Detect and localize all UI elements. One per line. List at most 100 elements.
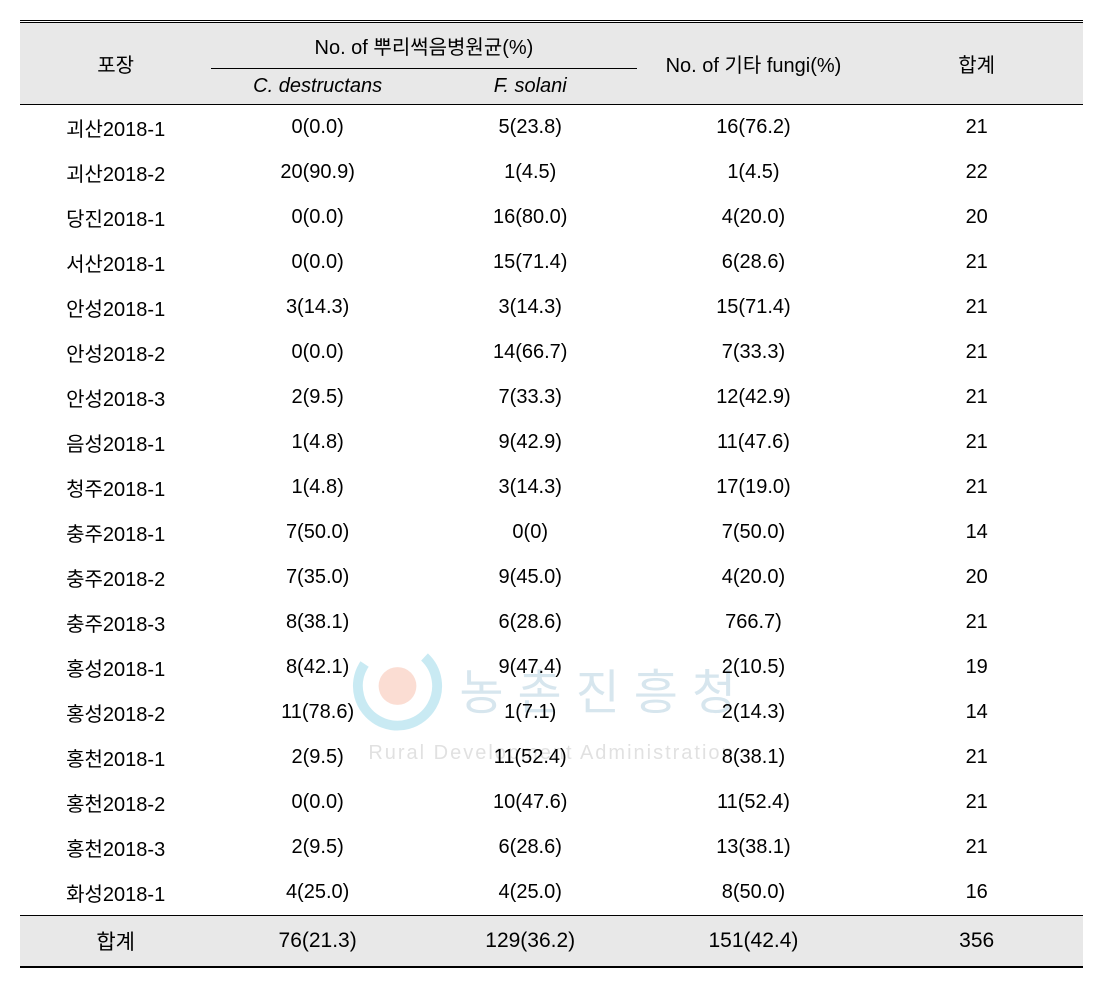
row-cell: 21 <box>870 780 1083 825</box>
row-cell: 21 <box>870 465 1083 510</box>
table-row: 서산2018-10(0.0)15(71.4)6(28.6)21 <box>20 240 1083 285</box>
row-cell: 3(14.3) <box>211 285 424 330</box>
table-row: 괴산2018-220(90.9)1(4.5)1(4.5)22 <box>20 150 1083 195</box>
row-cell: 8(42.1) <box>211 645 424 690</box>
table-row: 충주2018-17(50.0)0(0)7(50.0)14 <box>20 510 1083 555</box>
footer-c1: 76(21.3) <box>211 916 424 968</box>
row-cell: 20 <box>870 195 1083 240</box>
table-row: 음성2018-11(4.8)9(42.9)11(47.6)21 <box>20 420 1083 465</box>
header-col-field: 포장 <box>20 22 211 105</box>
row-cell: 21 <box>870 600 1083 645</box>
header-group-root-rot: No. of 뿌리썩음병원균(%) <box>211 22 636 69</box>
table-container: 농촌진흥청 Rural Development Administration 포… <box>20 20 1083 968</box>
row-label: 당진2018-1 <box>20 195 211 240</box>
row-cell: 6(28.6) <box>424 600 637 645</box>
row-cell: 16(80.0) <box>424 195 637 240</box>
row-cell: 14 <box>870 690 1083 735</box>
row-cell: 3(14.3) <box>424 285 637 330</box>
table-body: 괴산2018-10(0.0)5(23.8)16(76.2)21괴산2018-22… <box>20 105 1083 916</box>
row-label: 홍천2018-2 <box>20 780 211 825</box>
row-label: 홍성2018-2 <box>20 690 211 735</box>
row-cell: 2(9.5) <box>211 375 424 420</box>
row-cell: 21 <box>870 285 1083 330</box>
row-cell: 14(66.7) <box>424 330 637 375</box>
row-cell: 11(47.6) <box>637 420 871 465</box>
row-cell: 9(45.0) <box>424 555 637 600</box>
row-label: 홍성2018-1 <box>20 645 211 690</box>
table-row: 홍천2018-20(0.0)10(47.6)11(52.4)21 <box>20 780 1083 825</box>
row-cell: 4(20.0) <box>637 195 871 240</box>
footer-c2: 129(36.2) <box>424 916 637 968</box>
header-col-other-fungi: No. of 기타 fungi(%) <box>637 22 871 105</box>
row-label: 충주2018-3 <box>20 600 211 645</box>
table-row: 당진2018-10(0.0)16(80.0)4(20.0)20 <box>20 195 1083 240</box>
row-cell: 8(38.1) <box>211 600 424 645</box>
table-row: 안성2018-32(9.5)7(33.3)12(42.9)21 <box>20 375 1083 420</box>
row-cell: 10(47.6) <box>424 780 637 825</box>
row-cell: 7(33.3) <box>424 375 637 420</box>
row-cell: 17(19.0) <box>637 465 871 510</box>
row-label: 홍천2018-1 <box>20 735 211 780</box>
row-cell: 1(7.1) <box>424 690 637 735</box>
row-cell: 15(71.4) <box>637 285 871 330</box>
row-cell: 16 <box>870 870 1083 916</box>
row-cell: 0(0.0) <box>211 105 424 151</box>
row-cell: 4(20.0) <box>637 555 871 600</box>
footer-label: 합계 <box>20 916 211 968</box>
data-table: 포장 No. of 뿌리썩음병원균(%) No. of 기타 fungi(%) … <box>20 20 1083 968</box>
row-cell: 9(42.9) <box>424 420 637 465</box>
row-cell: 8(50.0) <box>637 870 871 916</box>
table-header: 포장 No. of 뿌리썩음병원균(%) No. of 기타 fungi(%) … <box>20 22 1083 105</box>
row-cell: 12(42.9) <box>637 375 871 420</box>
row-cell: 1(4.8) <box>211 420 424 465</box>
row-cell: 2(10.5) <box>637 645 871 690</box>
row-label: 괴산2018-2 <box>20 150 211 195</box>
row-label: 음성2018-1 <box>20 420 211 465</box>
table-row: 홍천2018-32(9.5)6(28.6)13(38.1)21 <box>20 825 1083 870</box>
row-cell: 21 <box>870 735 1083 780</box>
footer-c4: 356 <box>870 916 1083 968</box>
row-cell: 0(0) <box>424 510 637 555</box>
table-row: 화성2018-14(25.0)4(25.0)8(50.0)16 <box>20 870 1083 916</box>
row-cell: 14 <box>870 510 1083 555</box>
row-label: 안성2018-2 <box>20 330 211 375</box>
table-row: 홍성2018-211(78.6)1(7.1)2(14.3)14 <box>20 690 1083 735</box>
row-cell: 5(23.8) <box>424 105 637 151</box>
row-cell: 9(47.4) <box>424 645 637 690</box>
row-label: 화성2018-1 <box>20 870 211 916</box>
table-row: 괴산2018-10(0.0)5(23.8)16(76.2)21 <box>20 105 1083 151</box>
row-cell: 6(28.6) <box>424 825 637 870</box>
row-cell: 21 <box>870 105 1083 151</box>
table-row: 홍성2018-18(42.1)9(47.4)2(10.5)19 <box>20 645 1083 690</box>
header-sub-solani: F. solani <box>424 69 637 105</box>
row-cell: 13(38.1) <box>637 825 871 870</box>
row-cell: 4(25.0) <box>424 870 637 916</box>
row-cell: 1(4.8) <box>211 465 424 510</box>
footer-c3: 151(42.4) <box>637 916 871 968</box>
row-cell: 11(52.4) <box>637 780 871 825</box>
table-row: 충주2018-27(35.0)9(45.0)4(20.0)20 <box>20 555 1083 600</box>
row-label: 충주2018-1 <box>20 510 211 555</box>
row-cell: 16(76.2) <box>637 105 871 151</box>
row-cell: 8(38.1) <box>637 735 871 780</box>
row-cell: 0(0.0) <box>211 330 424 375</box>
row-cell: 0(0.0) <box>211 195 424 240</box>
table-footer: 합계 76(21.3) 129(36.2) 151(42.4) 356 <box>20 916 1083 968</box>
row-cell: 22 <box>870 150 1083 195</box>
row-cell: 766.7) <box>637 600 871 645</box>
row-cell: 20 <box>870 555 1083 600</box>
row-cell: 21 <box>870 240 1083 285</box>
row-cell: 7(35.0) <box>211 555 424 600</box>
row-cell: 21 <box>870 375 1083 420</box>
row-cell: 20(90.9) <box>211 150 424 195</box>
row-cell: 21 <box>870 420 1083 465</box>
header-sub-destructans: C. destructans <box>211 69 424 105</box>
row-cell: 1(4.5) <box>637 150 871 195</box>
table-row: 홍천2018-12(9.5)11(52.4)8(38.1)21 <box>20 735 1083 780</box>
row-label: 안성2018-1 <box>20 285 211 330</box>
row-cell: 4(25.0) <box>211 870 424 916</box>
row-cell: 2(14.3) <box>637 690 871 735</box>
table-row: 안성2018-13(14.3)3(14.3)15(71.4)21 <box>20 285 1083 330</box>
row-cell: 7(33.3) <box>637 330 871 375</box>
row-cell: 3(14.3) <box>424 465 637 510</box>
